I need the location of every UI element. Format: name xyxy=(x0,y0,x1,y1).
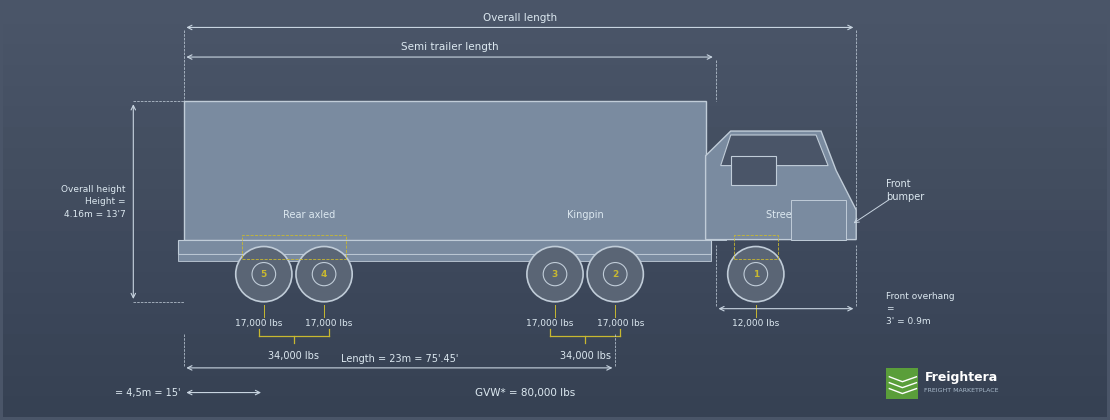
Bar xyxy=(179,239,710,255)
Text: = 4,5m = 15': = 4,5m = 15' xyxy=(115,388,181,398)
Text: GVW* = 80,000 lbs: GVW* = 80,000 lbs xyxy=(475,388,575,398)
Bar xyxy=(696,228,726,239)
Bar xyxy=(179,255,710,261)
Bar xyxy=(3,168,1107,189)
Text: Kingpin: Kingpin xyxy=(567,210,604,220)
Text: Rear axled: Rear axled xyxy=(283,210,335,220)
Bar xyxy=(3,252,1107,272)
Circle shape xyxy=(728,247,784,302)
Bar xyxy=(3,24,1107,44)
Text: 3: 3 xyxy=(552,270,558,278)
Circle shape xyxy=(296,247,352,302)
Bar xyxy=(3,3,1107,24)
Text: Length = 23m = 75'.45': Length = 23m = 75'.45' xyxy=(341,354,458,364)
Bar xyxy=(3,44,1107,65)
Circle shape xyxy=(587,247,644,302)
Bar xyxy=(3,314,1107,334)
Polygon shape xyxy=(730,156,776,185)
Circle shape xyxy=(744,262,768,286)
Bar xyxy=(3,148,1107,168)
Text: 1: 1 xyxy=(753,270,759,278)
Text: 17,000 lbs: 17,000 lbs xyxy=(235,318,283,328)
Text: 2: 2 xyxy=(612,270,618,278)
Bar xyxy=(242,235,346,259)
Text: Front
bumper: Front bumper xyxy=(886,178,925,202)
Text: 5: 5 xyxy=(261,270,266,278)
Bar xyxy=(886,368,918,399)
Bar xyxy=(3,376,1107,396)
Text: 17,000 lbs: 17,000 lbs xyxy=(305,318,353,328)
Text: 17,000 lbs: 17,000 lbs xyxy=(596,318,644,328)
Bar xyxy=(734,235,778,259)
Text: 34,000 lbs: 34,000 lbs xyxy=(269,351,320,361)
Circle shape xyxy=(527,247,583,302)
Polygon shape xyxy=(706,131,856,239)
Polygon shape xyxy=(720,135,828,165)
Text: 4: 4 xyxy=(321,270,327,278)
Bar xyxy=(686,222,726,239)
Text: Semi trailer length: Semi trailer length xyxy=(401,42,498,52)
Bar xyxy=(3,293,1107,314)
Bar xyxy=(3,334,1107,355)
Bar xyxy=(183,102,706,239)
Bar xyxy=(3,106,1107,127)
Text: Freightera: Freightera xyxy=(925,371,998,384)
Circle shape xyxy=(252,262,275,286)
Bar xyxy=(3,189,1107,210)
Bar xyxy=(3,231,1107,252)
Text: 12,000 lbs: 12,000 lbs xyxy=(733,318,779,328)
Text: 17,000 lbs: 17,000 lbs xyxy=(526,318,574,328)
Bar xyxy=(791,200,846,239)
Bar xyxy=(3,210,1107,231)
Circle shape xyxy=(312,262,336,286)
Circle shape xyxy=(543,262,567,286)
Circle shape xyxy=(604,262,627,286)
Text: Overall height
Height =
4.16m = 13'7: Overall height Height = 4.16m = 13'7 xyxy=(61,185,125,219)
Circle shape xyxy=(235,247,292,302)
Text: Overall length: Overall length xyxy=(483,13,557,23)
Bar xyxy=(3,127,1107,148)
Bar xyxy=(3,65,1107,86)
Text: Strees axled: Strees axled xyxy=(766,210,826,220)
Text: FREIGHT MARKETPLACE: FREIGHT MARKETPLACE xyxy=(925,388,999,393)
Bar xyxy=(3,396,1107,417)
Bar xyxy=(3,355,1107,376)
Text: 34,000 lbs: 34,000 lbs xyxy=(559,351,611,361)
Text: Front overhang
=
3' = 0.9m: Front overhang = 3' = 0.9m xyxy=(886,291,955,326)
Bar xyxy=(3,86,1107,106)
Bar xyxy=(3,272,1107,293)
